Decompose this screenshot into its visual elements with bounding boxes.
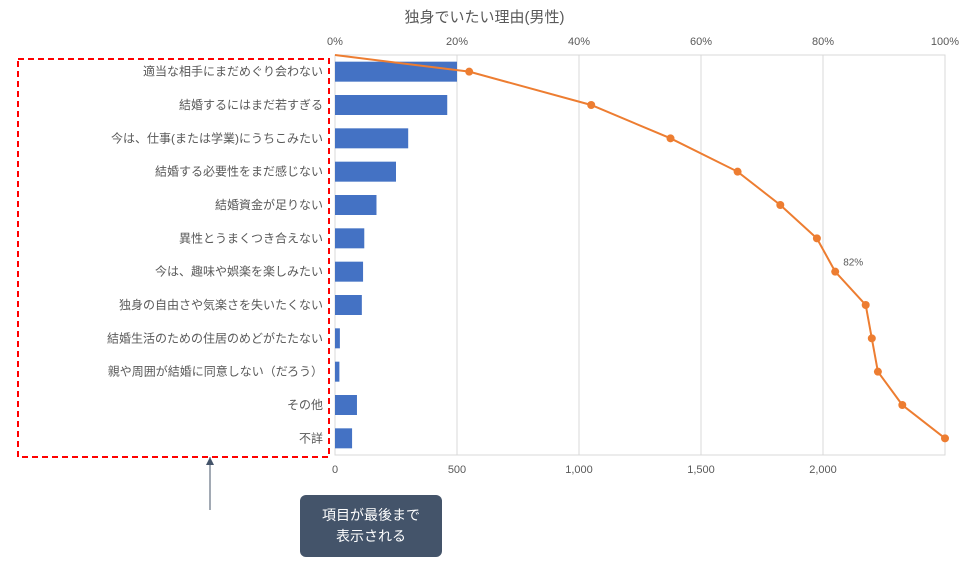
line-marker [831,268,839,276]
category-label: 結婚生活のための住居のめどがたたない [107,330,323,345]
top-axis-tick: 100% [931,36,959,48]
bar [335,328,340,348]
bar [335,262,363,282]
line-marker [862,301,870,309]
line-marker [465,68,473,76]
top-axis-tick: 20% [446,36,468,48]
bar [335,428,352,448]
category-label: その他 [287,398,323,412]
category-label: 独身の自由さや気楽さを失いたくない [119,297,323,312]
top-axis-tick: 60% [690,36,712,48]
top-axis-tick: 80% [812,36,834,48]
annotation-line1: 項目が最後まで [322,507,420,523]
bottom-axis-tick: 2,000 [809,464,837,476]
top-axis-tick: 0% [327,36,343,48]
category-label: 今は、仕事(または学業)にうちこみたい [111,130,323,145]
bottom-axis-tick: 0 [332,464,338,476]
category-label: 結婚する必要性をまだ感じない [155,164,323,179]
category-label: 不詳 [299,430,323,445]
bar [335,128,408,148]
line-marker [734,168,742,176]
line-marker [868,334,876,342]
annotation-box: 項目が最後まで 表示される [300,495,442,557]
bottom-axis-tick: 1,000 [565,464,593,476]
line-marker [587,101,595,109]
bar [335,228,364,248]
bar [335,362,339,382]
bottom-axis-tick: 1,500 [687,464,715,476]
line-marker [874,368,882,376]
category-label: 親や周囲が結婚に同意しない（だろう） [108,364,323,379]
bottom-axis-tick: 500 [448,464,466,476]
bar [335,62,457,82]
bar [335,295,362,315]
bar [335,162,396,182]
category-label: 異性とうまくつき合えない [179,230,323,245]
annotation-arrowhead [206,457,214,465]
pareto-chart: 0% 20% 40% 60% 80% 100% 0 500 1,000 1,500 2,000 適当な… [0,0,969,510]
line-marker [776,201,784,209]
top-axis-tick: 40% [568,36,590,48]
bar [335,195,376,215]
category-label: 結婚するにはまだ若すぎる [179,98,323,112]
category-label: 結婚資金が足りない [215,197,323,212]
annotation-line2: 表示される [336,528,406,544]
line-marker [667,134,675,142]
category-label: 今は、趣味や娯楽を楽しみたい [155,264,323,279]
line-marker [941,434,949,442]
bar [335,395,357,415]
annotation-connector [210,457,298,510]
line-marker [813,234,821,242]
line-marker [898,401,906,409]
data-label: 82% [843,258,863,269]
category-label: 適当な相手にまだめぐり会わない [143,64,323,79]
highlight-box [18,59,329,457]
bar [335,95,447,115]
